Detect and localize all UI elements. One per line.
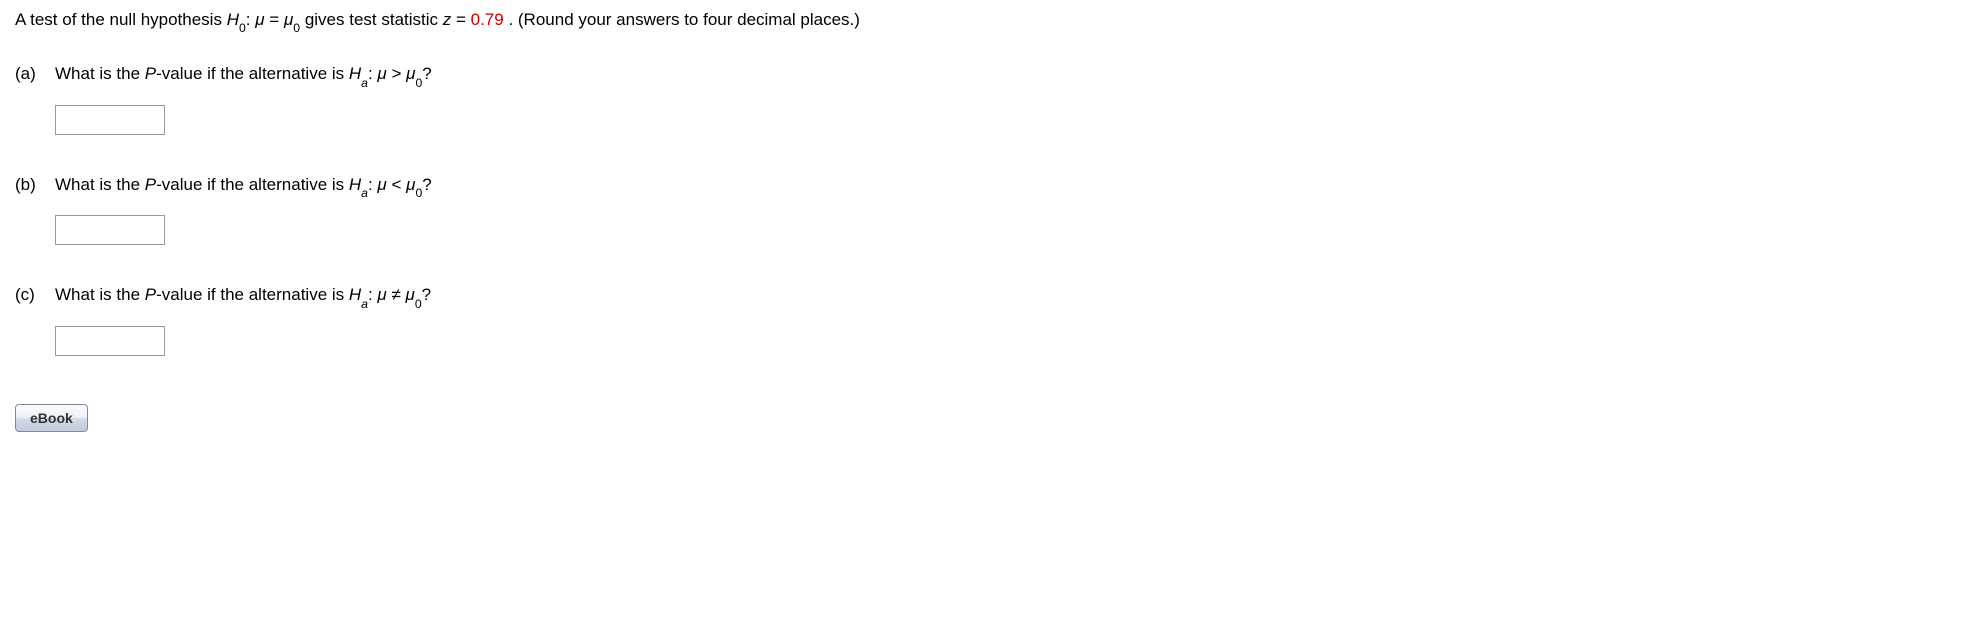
part-c-label: (c) [15, 285, 55, 305]
part-a-answer-input[interactable] [55, 105, 165, 135]
p-symbol: P [145, 175, 156, 194]
relation-gt: > [387, 64, 406, 83]
mu0-symbol: μ [406, 285, 415, 304]
ha-subscript: a [361, 297, 368, 311]
colon: : [368, 175, 377, 194]
ha-subscript: a [361, 186, 368, 200]
mu0-subscript: 0 [415, 186, 422, 200]
z-value: 0.79 [471, 10, 504, 29]
mu0-subscript: 0 [415, 297, 422, 311]
mu0-symbol: μ [284, 10, 293, 29]
mu-symbol: μ [377, 175, 386, 194]
part-b-question: What is the P-value if the alternative i… [55, 175, 1955, 197]
question-intro: A test of the null hypothesis H0: μ = μ0… [15, 10, 1955, 32]
ha-symbol: H [349, 175, 361, 194]
mu-symbol: μ [377, 285, 386, 304]
h0-subscript: 0 [239, 21, 246, 35]
part-b-label: (b) [15, 175, 55, 195]
question-mark: ? [422, 175, 431, 194]
part-b: (b) What is the P-value if the alternati… [15, 175, 1955, 197]
part-a: (a) What is the P-value if the alternati… [15, 64, 1955, 86]
p-symbol: P [145, 64, 156, 83]
z-equals: = [451, 10, 470, 29]
part-a-question: What is the P-value if the alternative i… [55, 64, 1955, 86]
part-a-label: (a) [15, 64, 55, 84]
z-var: z [443, 10, 452, 29]
part-c: (c) What is the P-value if the alternati… [15, 285, 1955, 307]
question-midtext: -value if the alternative is [156, 64, 349, 83]
p-symbol: P [145, 285, 156, 304]
mu0-subscript: 0 [293, 21, 300, 35]
part-b-answer-input[interactable] [55, 215, 165, 245]
part-c-question: What is the P-value if the alternative i… [55, 285, 1955, 307]
mu0-subscript: 0 [415, 76, 422, 90]
part-c-answer-input[interactable] [55, 326, 165, 356]
question-pretext: What is the [55, 175, 145, 194]
ha-subscript: a [361, 76, 368, 90]
ebook-button[interactable]: eBook [15, 404, 88, 432]
intro-midtext: gives test statistic [305, 10, 443, 29]
intro-pretext: A test of the null hypothesis [15, 10, 227, 29]
question-midtext: -value if the alternative is [156, 175, 349, 194]
question-midtext: -value if the alternative is [156, 285, 349, 304]
relation-lt: < [387, 175, 406, 194]
ha-symbol: H [349, 285, 361, 304]
question-mark: ? [422, 285, 431, 304]
h0-symbol: H [227, 10, 239, 29]
colon: : [246, 10, 255, 29]
ha-symbol: H [349, 64, 361, 83]
relation-ne: ≠ [387, 285, 406, 304]
question-mark: ? [422, 64, 431, 83]
mu-symbol: μ [255, 10, 264, 29]
equals: = [265, 10, 284, 29]
colon: : [368, 64, 377, 83]
colon: : [368, 285, 377, 304]
question-pretext: What is the [55, 285, 145, 304]
intro-tail: . (Round your answers to four decimal pl… [508, 10, 860, 29]
question-pretext: What is the [55, 64, 145, 83]
mu-symbol: μ [377, 64, 386, 83]
